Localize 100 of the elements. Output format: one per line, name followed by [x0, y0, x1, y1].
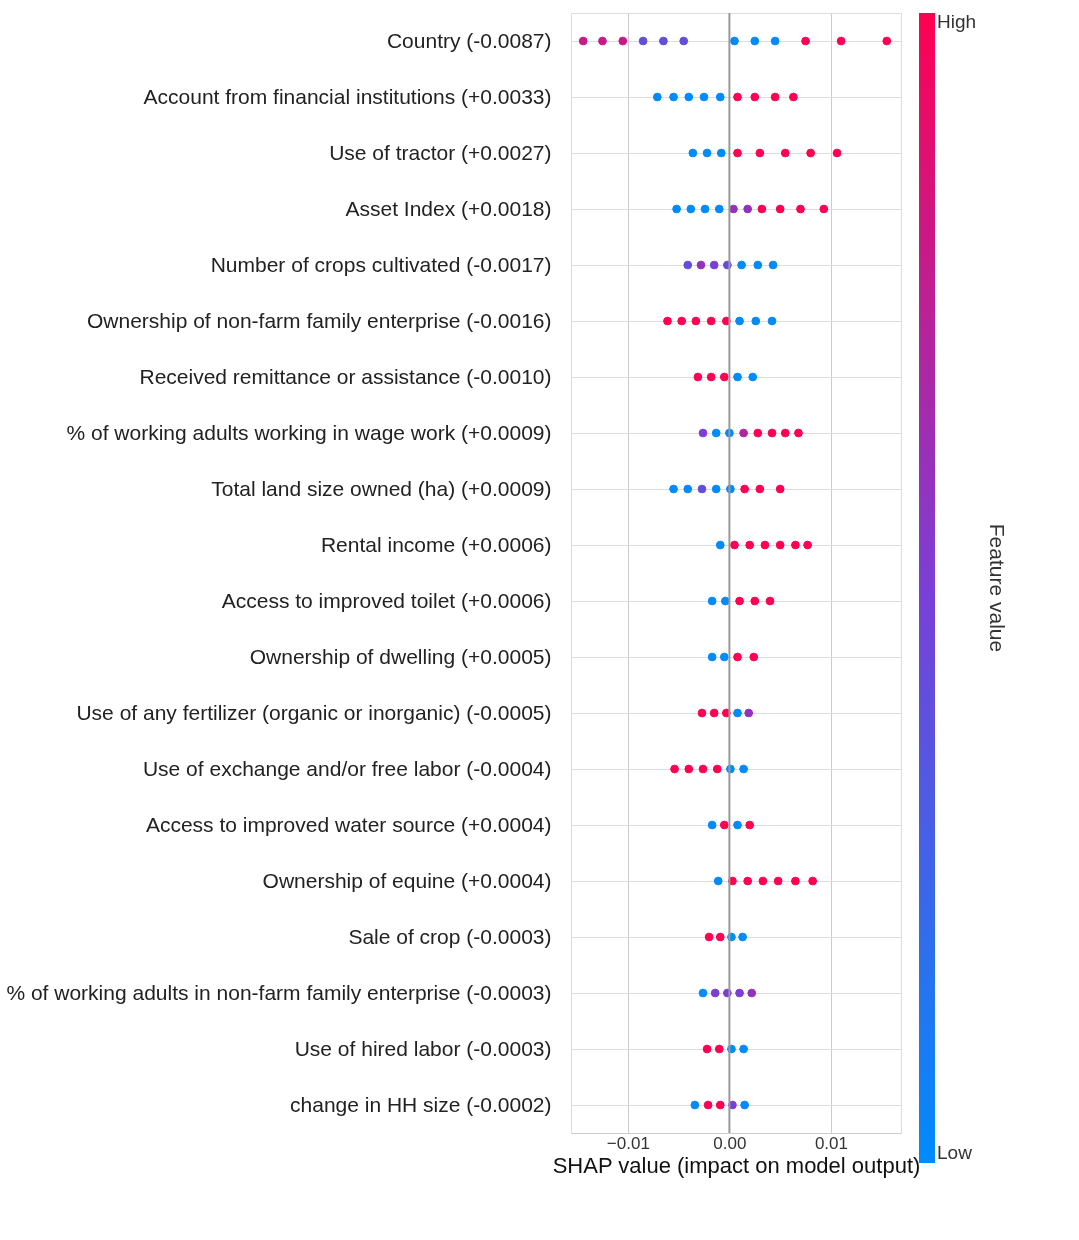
point [698, 428, 708, 438]
point [745, 540, 755, 550]
point [715, 1100, 725, 1110]
y-tick-label: Ownership of non-farm family enterprise (-0.0016) [86, 308, 552, 332]
y-tick-label: Country (-0.0087) [386, 28, 552, 52]
point [707, 820, 717, 830]
y-tick-label: Use of exchange and/or free labor (-0.0004) [142, 756, 552, 780]
point [775, 204, 785, 214]
point [757, 204, 767, 214]
point [733, 148, 742, 158]
point [758, 876, 768, 886]
point [743, 876, 753, 886]
point [780, 428, 790, 438]
point [712, 764, 722, 774]
point [684, 764, 694, 774]
point [740, 484, 749, 494]
point [806, 148, 815, 158]
point [691, 316, 701, 326]
point [743, 204, 753, 214]
point [715, 932, 725, 942]
point [801, 36, 810, 46]
point [750, 596, 760, 606]
point [598, 36, 607, 46]
point [733, 92, 742, 102]
point [735, 596, 744, 606]
y-tick-label: Total land size owned (ha) (+0.0009) [211, 476, 552, 500]
point [882, 36, 892, 46]
point [690, 1100, 700, 1110]
point [706, 316, 716, 326]
y-tick-label: Asset Index (+0.0018) [345, 196, 552, 220]
point [730, 540, 739, 550]
y-tick-label: % of working adults working in wage work (+0.0009) [66, 420, 552, 444]
point [808, 876, 818, 886]
point [709, 708, 719, 718]
y-tick-label: Access to improved toilet (+0.0006) [221, 588, 552, 612]
y-tick-label: Number of crops cultivated (-0.0017) [210, 252, 552, 276]
point [696, 260, 706, 270]
point [688, 148, 698, 158]
point [767, 428, 777, 438]
point [679, 36, 689, 46]
point [733, 652, 742, 662]
point [735, 988, 744, 998]
point [791, 540, 800, 550]
point [697, 484, 707, 494]
point [706, 372, 716, 382]
y-tick-label: % of working adults in non-farm family enterprise (-0.0003) [6, 980, 552, 1004]
color-bar-label: High [937, 11, 977, 32]
point [638, 36, 648, 46]
point [707, 596, 717, 606]
color-bar-label: Low [937, 1142, 973, 1163]
point [760, 540, 770, 550]
point [775, 484, 785, 494]
point [683, 260, 693, 270]
y-tick-label: Access to improved water source (+0.0004) [145, 812, 552, 836]
point [659, 36, 668, 46]
y-tick-label: Rental income (+0.0006) [320, 532, 552, 556]
y-tick-label: Ownership of equine (+0.0004) [262, 868, 552, 892]
point [780, 148, 790, 158]
point [713, 876, 723, 886]
point [747, 988, 757, 998]
point [703, 1100, 713, 1110]
y-tick-label: Use of hired labor (-0.0003) [294, 1036, 552, 1060]
point [669, 484, 678, 494]
y-tick-label: Sale of crop (-0.0003) [348, 924, 552, 948]
point [677, 316, 687, 326]
y-tick-label: Received remittance or assistance (-0.0010) [139, 364, 552, 388]
point [789, 92, 798, 102]
color-bar-title: Feature value [986, 523, 1009, 653]
point [755, 484, 765, 494]
point [710, 988, 720, 998]
point [719, 820, 729, 830]
point [803, 540, 812, 550]
point [794, 428, 803, 438]
point [698, 988, 708, 998]
point [729, 204, 738, 214]
y-tick-label: Account from financial institutions (+0.0033) [143, 84, 552, 108]
point [745, 820, 755, 830]
point [672, 204, 681, 214]
point [744, 708, 754, 718]
point [707, 652, 717, 662]
point [739, 428, 748, 438]
y-tick-label: Use of any fertilizer (organic or inorganic) (-0.0005) [76, 700, 552, 724]
x-axis-title: SHAP value (impact on model output) [552, 1152, 921, 1178]
y-tick-label: Ownership of dwelling (+0.0005) [249, 644, 552, 668]
point [618, 36, 628, 46]
point [796, 204, 805, 214]
x-tick-label: −0.01 [606, 1133, 650, 1153]
point [698, 764, 708, 774]
point [836, 36, 846, 46]
point [714, 1044, 724, 1054]
point [578, 36, 588, 46]
point [709, 260, 719, 270]
point [770, 92, 780, 102]
point [749, 652, 759, 662]
point [715, 540, 725, 550]
point [832, 148, 842, 158]
x-tick-label: 0.01 [814, 1133, 848, 1153]
point [819, 204, 829, 214]
point [791, 876, 800, 886]
y-tick-label: Use of tractor (+0.0027) [329, 140, 552, 164]
